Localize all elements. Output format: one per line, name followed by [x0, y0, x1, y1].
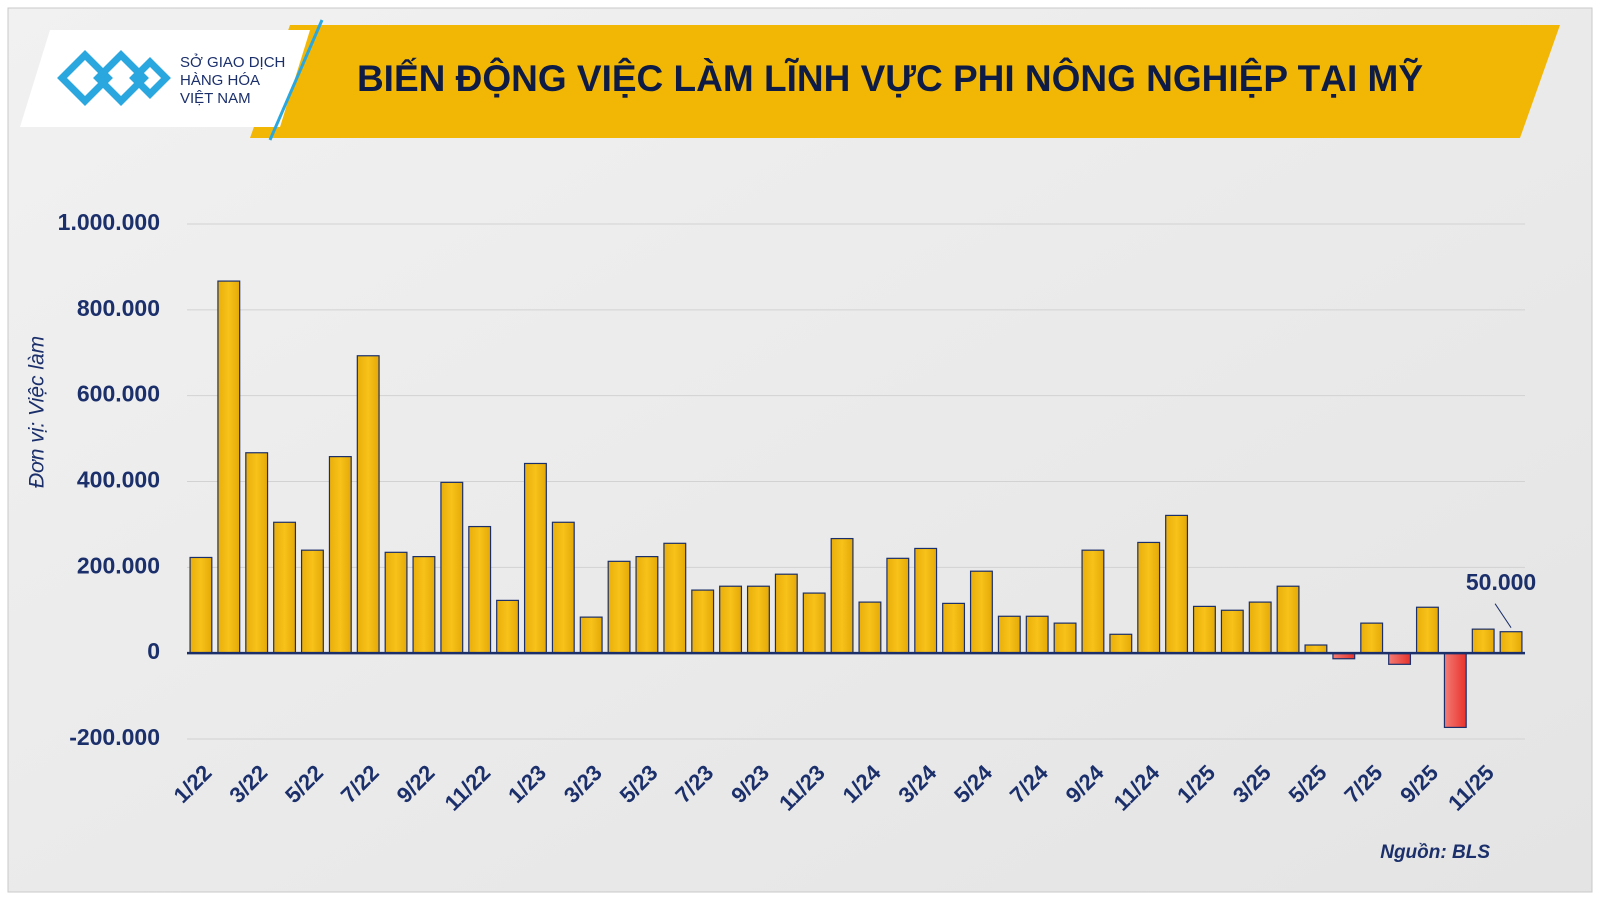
bar: [1109, 633, 1133, 654]
bar: [663, 542, 687, 654]
background: [7, 7, 1593, 893]
bar: [579, 616, 603, 654]
bar: [691, 589, 715, 654]
bar: [1025, 615, 1049, 654]
bar: [1053, 622, 1077, 654]
bar: [523, 462, 547, 654]
bar: [1081, 549, 1105, 654]
y-tick-label: 1.000.000: [58, 209, 160, 235]
bar: [858, 601, 882, 654]
bar: [746, 585, 770, 654]
bar: [328, 456, 352, 654]
bar: [1220, 609, 1244, 654]
bar: [1165, 514, 1189, 654]
bar: [551, 521, 575, 654]
bar: [1248, 601, 1272, 654]
y-tick-label: 400.000: [77, 467, 160, 493]
bar: [273, 521, 297, 654]
bar: [607, 560, 631, 654]
bar: [997, 615, 1021, 654]
source: Nguồn: BLS: [1380, 842, 1490, 863]
chart-title: BIẾN ĐỘNG VIỆC LÀM LĨNH VỰC PHI NÔNG NGH…: [357, 57, 1423, 99]
logo-text: HÀNG HÓA: [180, 72, 260, 89]
bar: [384, 551, 408, 654]
y-axis-label: Đơn vị: Việc làm: [26, 336, 49, 488]
bar: [356, 355, 380, 654]
bar: [969, 570, 993, 654]
bar: [1137, 541, 1161, 654]
y-tick-label: -200.000: [69, 724, 160, 750]
bar: [1360, 622, 1384, 654]
bar: [468, 525, 492, 654]
logo-text: VIỆT NAM: [180, 90, 251, 107]
y-tick-label: 600.000: [77, 381, 160, 407]
bar: [440, 481, 464, 654]
bar: [1443, 652, 1467, 729]
bar: [1192, 605, 1216, 654]
bar: [1276, 585, 1300, 654]
value-label-leader: [1494, 603, 1512, 628]
logo-icon: [57, 50, 171, 106]
logo-text: SỞ GIAO DỊCH: [180, 53, 285, 71]
logo-divider: [268, 19, 324, 141]
y-tick-label: 0: [147, 638, 160, 664]
bar: [830, 537, 854, 654]
value-label: 50.000: [1466, 569, 1536, 595]
bar: [774, 573, 798, 654]
bar: [1388, 652, 1412, 665]
bar: [914, 547, 938, 654]
bar: [1415, 606, 1439, 654]
bar: [1471, 628, 1495, 654]
bar: [496, 599, 520, 654]
bar: [412, 556, 436, 654]
bar: [245, 452, 269, 654]
bar: [189, 556, 213, 654]
bar: [217, 280, 241, 654]
y-tick-label: 800.000: [77, 295, 160, 321]
title-banner: [250, 25, 1560, 138]
bar: [886, 557, 910, 654]
bar: [719, 585, 743, 654]
y-tick-label: 200.000: [77, 552, 160, 578]
bar: [300, 549, 324, 654]
bar: [1499, 631, 1523, 654]
bar: [802, 592, 826, 654]
bar: [942, 602, 966, 654]
bar: [635, 556, 659, 654]
